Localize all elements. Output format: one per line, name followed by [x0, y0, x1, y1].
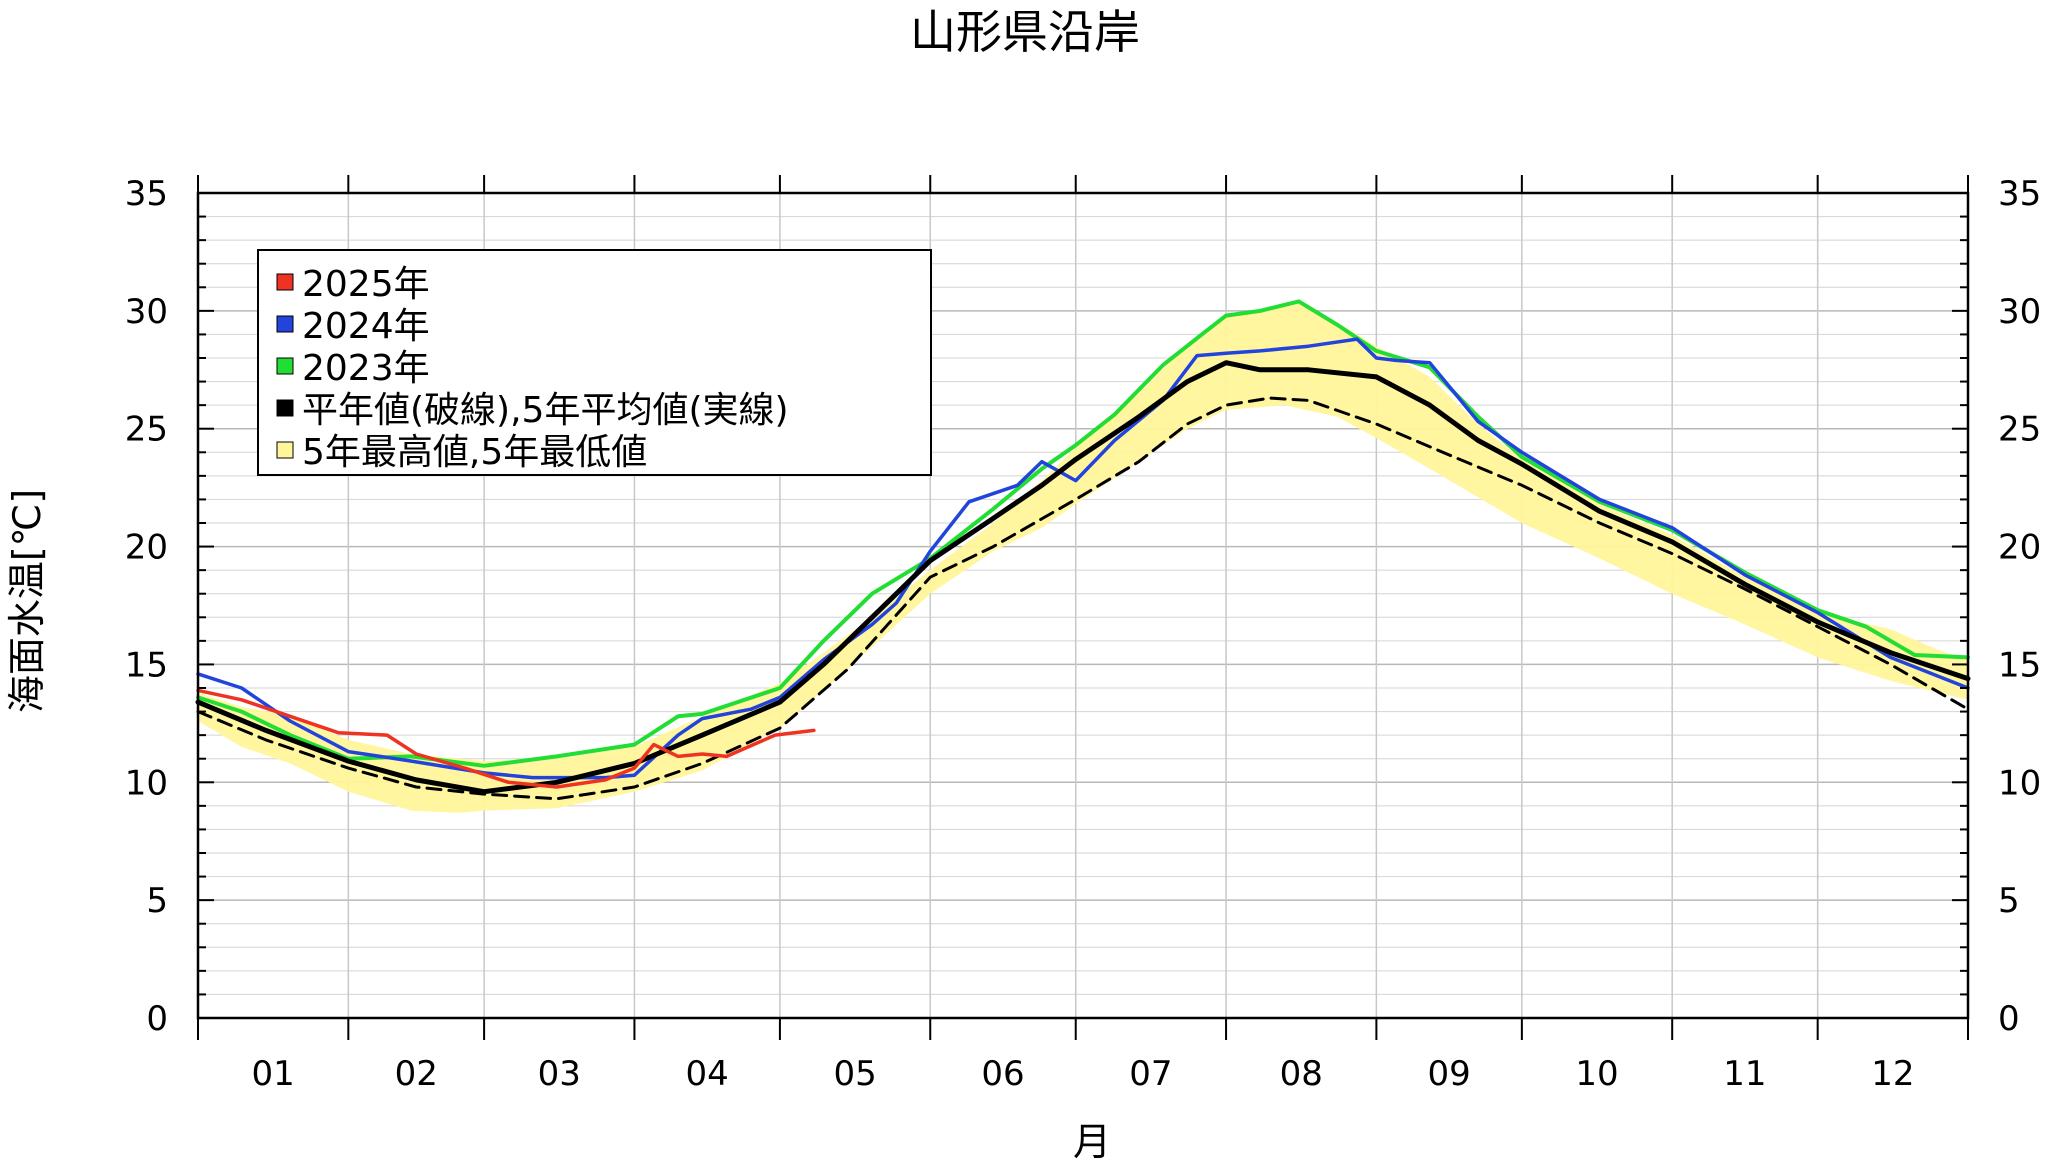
y-axis-right: 0 5 10 15 20 25 30 35: [1952, 174, 2041, 1039]
series-lines: [195, 299, 1971, 801]
x-axis: 01 02 03 04 05 06 07 08 09 10 11 12: [197, 175, 1969, 1094]
y-tick-label: 0: [146, 999, 168, 1039]
y-axis-label: 海面水温[℃]: [5, 489, 49, 713]
y-tick-label: 5: [1998, 881, 2020, 921]
plot-border: [196, 191, 1970, 1020]
x-tick-label: 10: [1575, 1054, 1618, 1094]
y-tick-label: 30: [1998, 292, 2041, 332]
legend-swatch-y2023: [276, 357, 294, 375]
x-tick-label: 07: [1129, 1054, 1172, 1094]
series-line-normal: [196, 396, 1970, 801]
series-line-5yr-average: [195, 360, 1971, 795]
plot-frame: [196, 191, 1970, 1020]
legend-label-y2025: 2025年: [302, 264, 430, 305]
legend-swatch-y2024: [276, 315, 294, 333]
legend-swatch-normal: [276, 399, 294, 417]
x-tick-label: 04: [686, 1054, 729, 1094]
y-axis-left: 0 5 10 15 20 25 30 35: [125, 174, 214, 1039]
x-tick-label: 06: [981, 1054, 1024, 1094]
legend-label-normal: 平年値(破線),5年平均値(実線): [302, 390, 789, 431]
y-tick-label: 35: [125, 174, 168, 214]
series-line-2023: [196, 299, 1970, 768]
plot-grid: [198, 193, 1968, 1018]
series-line-2025: [196, 688, 816, 789]
chart-title: 山形県沿岸: [910, 5, 1140, 59]
x-tick-label: 08: [1280, 1054, 1323, 1094]
y-tick-label: 10: [1998, 763, 2041, 803]
y-tick-label: 0: [1998, 999, 2020, 1039]
min-max-band: [198, 303, 1968, 813]
x-axis-label: 月: [1073, 1120, 1111, 1164]
legend: 2025年2024年2023年平年値(破線),5年平均値(実線)5年最高値,5年…: [257, 249, 932, 476]
legend-label-y2024: 2024年: [302, 306, 430, 347]
y-tick-label: 15: [1998, 645, 2041, 685]
x-tick-label: 05: [833, 1054, 876, 1094]
y-tick-label: 25: [1998, 410, 2041, 450]
legend-swatch-band: [276, 441, 294, 459]
x-tick-label: 03: [538, 1054, 581, 1094]
legend-label-y2023: 2023年: [302, 348, 430, 389]
band-area: [198, 303, 1968, 813]
series-line-2024: [196, 337, 1970, 780]
y-tick-label: 10: [125, 763, 168, 803]
y-tick-label: 5: [146, 881, 168, 921]
y-tick-label: 30: [125, 292, 168, 332]
y-tick-label: 15: [125, 645, 168, 685]
y-tick-label: 20: [125, 528, 168, 568]
legend-swatch-y2025: [276, 273, 294, 291]
y-tick-label: 35: [1998, 174, 2041, 214]
y-tick-label: 20: [1998, 528, 2041, 568]
x-tick-label: 12: [1871, 1054, 1914, 1094]
x-tick-label: 02: [395, 1054, 438, 1094]
x-tick-label: 01: [252, 1054, 295, 1094]
x-tick-label: 09: [1427, 1054, 1470, 1094]
legend-box: [257, 249, 932, 476]
legend-label-band: 5年最高値,5年最低値: [302, 432, 647, 473]
x-tick-label: 11: [1723, 1054, 1766, 1094]
y-tick-label: 25: [125, 410, 168, 450]
